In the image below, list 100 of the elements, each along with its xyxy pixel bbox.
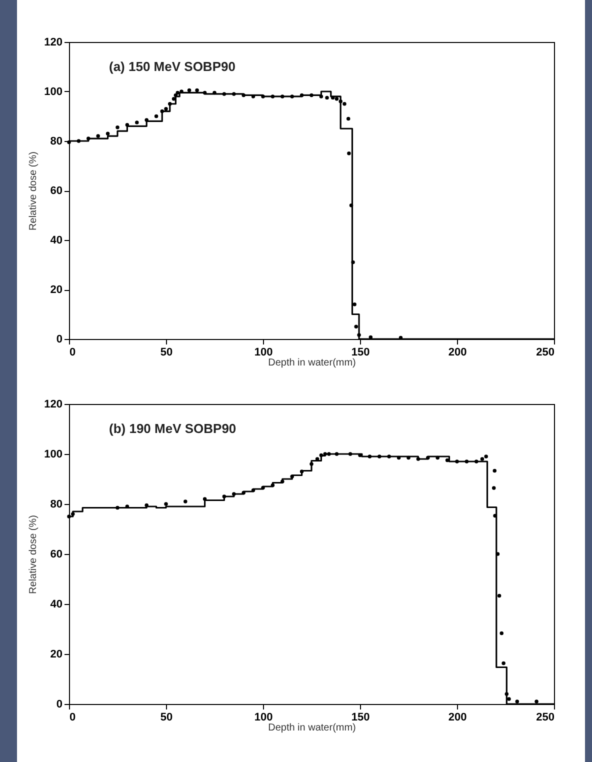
- point: [116, 506, 120, 510]
- point: [378, 454, 382, 458]
- point: [202, 90, 207, 95]
- x-axis-title: Depth in water(mm): [268, 722, 356, 734]
- y-tick-label: 20: [50, 284, 62, 296]
- point: [300, 93, 304, 98]
- point: [144, 503, 148, 508]
- point: [507, 697, 511, 701]
- y-axis-title: Relative dose (%): [28, 152, 40, 230]
- point: [270, 483, 275, 488]
- point: [232, 492, 236, 496]
- point: [168, 102, 172, 106]
- point: [86, 136, 90, 140]
- point: [351, 260, 355, 264]
- point: [396, 456, 401, 460]
- point: [492, 486, 496, 490]
- point: [534, 700, 538, 704]
- point: [125, 123, 130, 127]
- point: [174, 93, 178, 98]
- point: [342, 102, 346, 106]
- y-tick-label: 20: [50, 648, 62, 660]
- y-tick-label: 60: [50, 548, 62, 560]
- point: [319, 94, 324, 98]
- point: [270, 94, 275, 98]
- point: [502, 661, 506, 666]
- y-tick-label: 100: [44, 86, 62, 98]
- point: [261, 94, 265, 98]
- point: [349, 203, 354, 208]
- y-tick-label: 60: [50, 185, 62, 197]
- point: [347, 152, 351, 156]
- point: [327, 452, 331, 456]
- point: [300, 470, 304, 474]
- x-tick-label: 250: [536, 712, 554, 724]
- y-tick-label: 120: [44, 36, 62, 48]
- point: [232, 92, 236, 96]
- point: [474, 460, 478, 464]
- point: [416, 457, 420, 461]
- point: [176, 90, 180, 95]
- x-tick-label: 250: [536, 346, 554, 358]
- point: [251, 488, 256, 492]
- point: [334, 452, 339, 456]
- point: [346, 116, 350, 121]
- y-tick-label: 80: [50, 498, 62, 510]
- x-tick-label: 150: [351, 346, 370, 358]
- point: [323, 452, 327, 456]
- point: [497, 594, 502, 598]
- x-tick-label: 100: [254, 346, 273, 358]
- point: [348, 452, 352, 456]
- point: [76, 139, 81, 143]
- x-tick-label: 0: [70, 712, 76, 724]
- point: [492, 468, 497, 473]
- point: [280, 480, 284, 484]
- y-tick-label: 80: [50, 136, 62, 148]
- point: [387, 454, 391, 458]
- point: [160, 109, 164, 114]
- y-tick-label: 120: [44, 398, 62, 410]
- text: (b) 190 MeV SOBP90: [109, 421, 236, 436]
- point: [154, 114, 158, 118]
- point: [504, 692, 509, 696]
- point: [212, 90, 216, 95]
- point: [464, 460, 469, 464]
- point: [500, 631, 504, 636]
- point: [242, 93, 246, 98]
- point: [96, 134, 100, 138]
- point: [319, 453, 324, 458]
- y-tick-label: 100: [44, 448, 62, 460]
- point: [195, 88, 199, 92]
- point: [515, 700, 520, 704]
- point: [310, 462, 314, 466]
- point: [352, 302, 356, 306]
- point: [106, 132, 110, 136]
- y-tick-label: 40: [50, 234, 62, 246]
- point: [310, 93, 314, 98]
- point: [330, 96, 335, 100]
- point: [338, 100, 342, 104]
- point: [67, 514, 71, 518]
- point: [164, 106, 168, 111]
- point: [164, 502, 168, 506]
- point: [480, 457, 484, 461]
- y-tick-label: 40: [50, 598, 62, 610]
- point: [426, 456, 430, 460]
- point: [222, 494, 226, 498]
- point: [135, 120, 139, 124]
- point: [187, 88, 192, 92]
- point: [290, 94, 294, 98]
- x-tick-label: 200: [448, 712, 467, 724]
- point: [354, 324, 358, 328]
- point: [71, 512, 75, 516]
- point: [144, 118, 148, 122]
- x-tick-label: 100: [254, 712, 273, 724]
- point: [357, 333, 361, 337]
- point: [436, 456, 440, 460]
- point: [290, 474, 294, 478]
- point: [222, 92, 226, 96]
- point: [406, 456, 410, 460]
- x-tick-label: 150: [351, 712, 370, 724]
- point: [455, 460, 459, 464]
- x-tick-label: 0: [70, 346, 76, 358]
- point: [116, 126, 120, 130]
- x-tick-label: 200: [448, 346, 467, 358]
